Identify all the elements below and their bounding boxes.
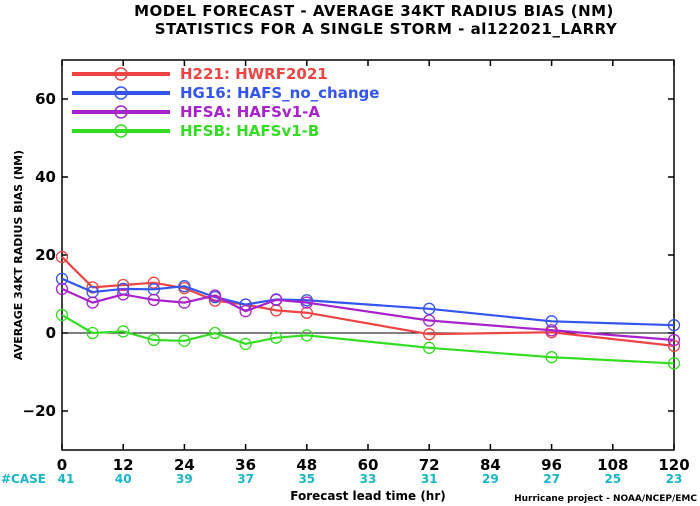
y-tick-label: 0 [46, 324, 56, 342]
data-point-hfsb [667, 357, 681, 370]
data-point-hfsa [178, 296, 191, 309]
case-count: 31 [421, 472, 438, 486]
x-tick-label: 96 [541, 456, 562, 474]
y-tick-label: −20 [23, 402, 56, 420]
legend-marker-hfsb [114, 124, 128, 138]
data-point-hfsb [86, 326, 99, 340]
case-count: 29 [482, 472, 499, 486]
case-count: 41 [58, 472, 75, 486]
case-count: 39 [176, 472, 193, 486]
data-point-hg16 [55, 272, 69, 285]
data-point-hfsb [147, 333, 160, 347]
data-point-h221 [423, 328, 436, 341]
data-point-hfsa [545, 324, 558, 337]
case-count-label: #CASE [1, 472, 46, 486]
legend-entry-hg16: HG16: HAFS_no_change [180, 84, 379, 102]
data-point-h221 [117, 278, 130, 292]
chart-title-line-1: MODEL FORECAST - AVERAGE 34KT RADIUS BIA… [134, 2, 614, 20]
data-point-hfsa [270, 293, 283, 307]
data-point-hg16 [178, 280, 191, 293]
data-point-h221 [147, 276, 160, 289]
data-point-hfsa [208, 289, 222, 302]
x-tick-label: 36 [235, 456, 256, 474]
chart-title-line-2: STATISTICS FOR A SINGLE STORM - al122021… [154, 20, 618, 38]
data-point-hfsb [178, 334, 191, 347]
legend-marker-h221 [114, 67, 128, 81]
case-count: 25 [604, 472, 621, 486]
x-axis-label: Forecast lead time (hr) [290, 489, 446, 503]
series-line-hg16 [61, 277, 675, 327]
y-tick-label: 60 [35, 90, 56, 108]
case-count: 35 [298, 472, 315, 486]
data-point-hfsb [423, 341, 436, 354]
x-tick-label: 108 [597, 456, 628, 474]
data-point-h221 [300, 306, 313, 319]
y-axis-label: AVERAGE 34KT RADIUS BIAS (NM) [12, 150, 25, 360]
data-point-h221 [55, 250, 69, 264]
data-point-hfsa [667, 333, 681, 347]
data-point-hfsa [300, 296, 313, 309]
legend-entry-h221: H221: HWRF2021 [180, 65, 328, 83]
legend-marker-hg16 [114, 86, 128, 100]
data-point-hg16 [667, 319, 681, 332]
x-tick-label: 24 [174, 456, 195, 474]
case-count: 37 [237, 472, 254, 486]
data-point-hfsb [239, 337, 252, 351]
data-point-h221 [667, 339, 681, 353]
x-tick-label: 12 [113, 456, 134, 474]
case-count: 33 [360, 472, 377, 486]
data-point-hg16 [423, 302, 436, 315]
legend-marker-hfsa [114, 105, 128, 119]
legend-entry-hfsb: HFSB: HAFSv1-B [180, 122, 319, 140]
case-count: 23 [666, 472, 683, 486]
data-point-hfsb [545, 351, 558, 364]
y-tick-label: 20 [35, 246, 56, 264]
x-tick-label: 0 [57, 456, 67, 474]
x-tick-label: 84 [480, 456, 501, 474]
y-tick-label: 40 [35, 168, 56, 186]
data-point-hfsa [117, 288, 130, 301]
x-tick-label: 48 [296, 456, 317, 474]
data-point-hg16 [545, 315, 558, 328]
data-point-hfsa [239, 305, 252, 318]
data-point-hfsb [117, 325, 130, 338]
data-point-hfsa [423, 314, 436, 327]
x-tick-label: 72 [419, 456, 440, 474]
x-tick-label: 120 [658, 456, 689, 474]
series-line-hfsa [61, 287, 675, 342]
data-point-hfsb [300, 329, 313, 342]
data-point-hfsb [270, 331, 283, 344]
credit-text: Hurricane project - NOAA/NCEP/EMC [514, 494, 697, 504]
legend-entry-hfsa: HFSA: HAFSv1-A [180, 103, 320, 121]
data-point-hfsa [55, 282, 69, 296]
case-count: 27 [543, 472, 560, 486]
plot-frame [61, 59, 675, 451]
data-point-hfsa [86, 296, 99, 309]
case-count: 40 [115, 472, 132, 486]
data-point-hfsb [55, 308, 69, 322]
data-point-hfsa [147, 293, 160, 307]
data-point-hfsb [208, 326, 222, 340]
x-tick-label: 60 [358, 456, 379, 474]
